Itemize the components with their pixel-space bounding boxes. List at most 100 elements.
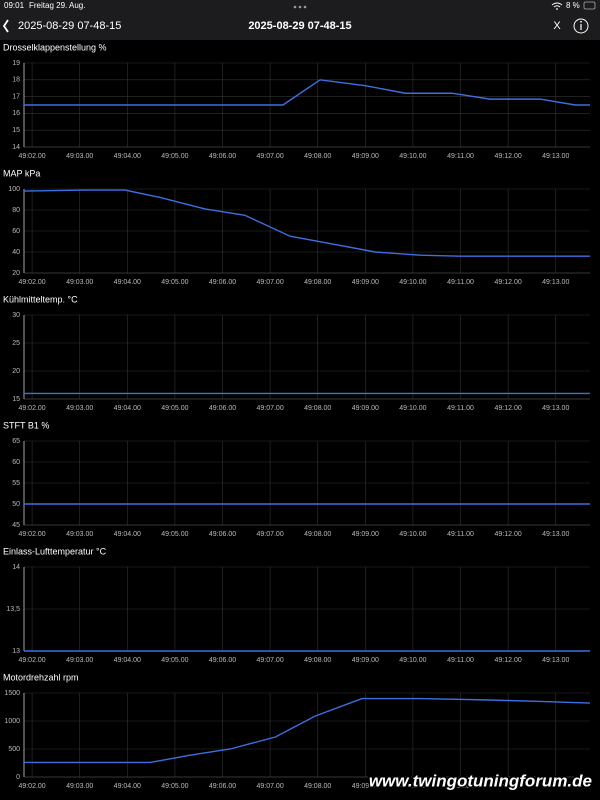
header-title: 2025-08-29 07-48-15 (248, 20, 351, 32)
chart-title: STFT B1 % (3, 420, 49, 430)
x-tick-label: 49:12.00 (494, 531, 521, 538)
x-tick-label: 49:03.00 (66, 531, 93, 538)
y-tick-label: 14 (12, 144, 20, 151)
x-tick-label: 49:12.00 (494, 657, 521, 664)
x-tick-label: 49:13.00 (542, 531, 569, 538)
x-tick-label: 49:02.00 (18, 783, 45, 790)
chart-title: Motordrehzahl rpm (3, 672, 79, 682)
x-tick-label: 49:12.00 (494, 783, 521, 790)
x-tick-label: 49:05.00 (161, 783, 188, 790)
x-tick-label: 49:09.00 (352, 279, 379, 286)
y-tick-label: 60 (12, 459, 20, 466)
x-tick-label: 49:07.00 (256, 657, 283, 664)
wifi-dot (556, 8, 558, 10)
info-button[interactable] (573, 18, 589, 34)
top-dots (293, 5, 307, 9)
x-tick-label: 49:07.00 (256, 783, 283, 790)
y-tick-label: 14 (12, 564, 20, 571)
x-tick-label: 49:11.00 (447, 657, 474, 664)
status-date: Freitag 29. Aug. (29, 1, 85, 10)
data-line (23, 189, 590, 257)
y-tick-label: 13,5 (6, 606, 20, 613)
y-tick-label: 15 (12, 127, 20, 134)
x-tick-label: 49:06.00 (209, 531, 236, 538)
y-tick-label: 1000 (4, 718, 20, 725)
x-tick-label: 49:10.00 (399, 783, 426, 790)
charts: Drosselklappenstellung % 14 15 16 17 18 19 49:0… (3, 42, 591, 790)
x-tick-label: 49:08.00 (304, 531, 331, 538)
x-tick-label: 49:05.00 (161, 279, 188, 286)
battery-icon (583, 1, 596, 10)
x-tick-label: 49:10.00 (399, 405, 426, 412)
x-tick-label: 49:10.00 (399, 279, 426, 286)
x-tick-label: 49:06.00 (209, 279, 236, 286)
x-tick-label: 49:07.00 (256, 279, 283, 286)
x-tick-label: 49:04.00 (114, 153, 141, 160)
x-tick-label: 49:11.00 (447, 531, 474, 538)
chart-title: Kühlmitteltemp. °C (3, 294, 78, 304)
y-tick-label: 19 (12, 60, 20, 67)
x-tick-label: 49:03.00 (66, 279, 93, 286)
y-tick-label: 100 (8, 186, 20, 193)
x-tick-label: 49:07.00 (256, 153, 283, 160)
x-tick-label: 49:02.00 (18, 279, 45, 286)
y-tick-label: 55 (12, 480, 20, 487)
x-tick-label: 49:13.00 (542, 657, 569, 664)
y-tick-label: 45 (12, 522, 20, 529)
x-tick-label: 49:08.00 (304, 657, 331, 664)
x-tick-label: 49:12.00 (494, 405, 521, 412)
x-tick-label: 49:09.00 (352, 531, 379, 538)
x-tick-label: 49:10.00 (399, 531, 426, 538)
x-tick-label: 49:11.00 (447, 153, 474, 160)
back-icon[interactable] (2, 19, 9, 33)
x-tick-label: 49:04.00 (114, 405, 141, 412)
x-tick-label: 49:13.00 (542, 153, 569, 160)
data-line (24, 79, 590, 106)
x-tick-label: 49:11.00 (447, 279, 474, 286)
y-tick-label: 17 (12, 93, 20, 100)
x-tick-label: 49:09.00 (352, 153, 379, 160)
y-tick-label: 0 (16, 774, 20, 781)
status-time: 09:01 (4, 1, 25, 10)
status-battery: 8 % (566, 1, 580, 10)
x-tick-label: 49:02.00 (18, 657, 45, 664)
y-tick-label: 16 (12, 110, 20, 117)
x-tick-label: 49:12.00 (494, 279, 521, 286)
y-tick-label: 80 (12, 207, 20, 214)
x-tick-label: 49:04.00 (114, 657, 141, 664)
x-tick-label: 49:11.00 (447, 405, 474, 412)
chart-title: Einlass-Lufttemperatur °C (3, 546, 107, 556)
x-tick-label: 49:06.00 (209, 783, 236, 790)
wifi-icon (551, 2, 563, 8)
chart-title: MAP kPa (3, 168, 40, 178)
back-title[interactable]: 2025-08-29 07-48-15 (18, 20, 121, 32)
y-tick-label: 15 (12, 396, 20, 403)
x-tick-label: 49:11.00 (447, 783, 474, 790)
y-tick-label: 13 (12, 648, 20, 655)
x-tick-label: 49:09.00 (352, 783, 379, 790)
x-tick-label: 49:08.00 (304, 279, 331, 286)
x-tick-label: 49:04.00 (114, 531, 141, 538)
x-tick-label: 49:08.00 (304, 783, 331, 790)
x-tick-label: 49:02.00 (18, 405, 45, 412)
x-tick-label: 49:09.00 (352, 405, 379, 412)
x-tick-label: 49:13.00 (542, 783, 569, 790)
x-tick-label: 49:08.00 (304, 405, 331, 412)
x-tick-label: 49:09.00 (352, 657, 379, 664)
x-tick-label: 49:05.00 (161, 405, 188, 412)
y-tick-label: 1500 (4, 690, 20, 697)
x-tick-label: 49:03.00 (66, 153, 93, 160)
y-tick-label: 20 (12, 270, 20, 277)
chart-title: Drosselklappenstellung % (3, 42, 107, 52)
x-tick-label: 49:08.00 (304, 153, 331, 160)
y-tick-label: 18 (12, 77, 20, 84)
close-button[interactable]: X (553, 20, 561, 32)
y-tick-label: 25 (12, 340, 20, 347)
x-tick-label: 49:12.00 (494, 153, 521, 160)
x-tick-label: 49:03.00 (66, 405, 93, 412)
x-tick-label: 49:04.00 (114, 279, 141, 286)
x-tick-label: 49:07.00 (256, 405, 283, 412)
x-tick-label: 49:05.00 (161, 531, 188, 538)
x-tick-label: 49:13.00 (542, 405, 569, 412)
